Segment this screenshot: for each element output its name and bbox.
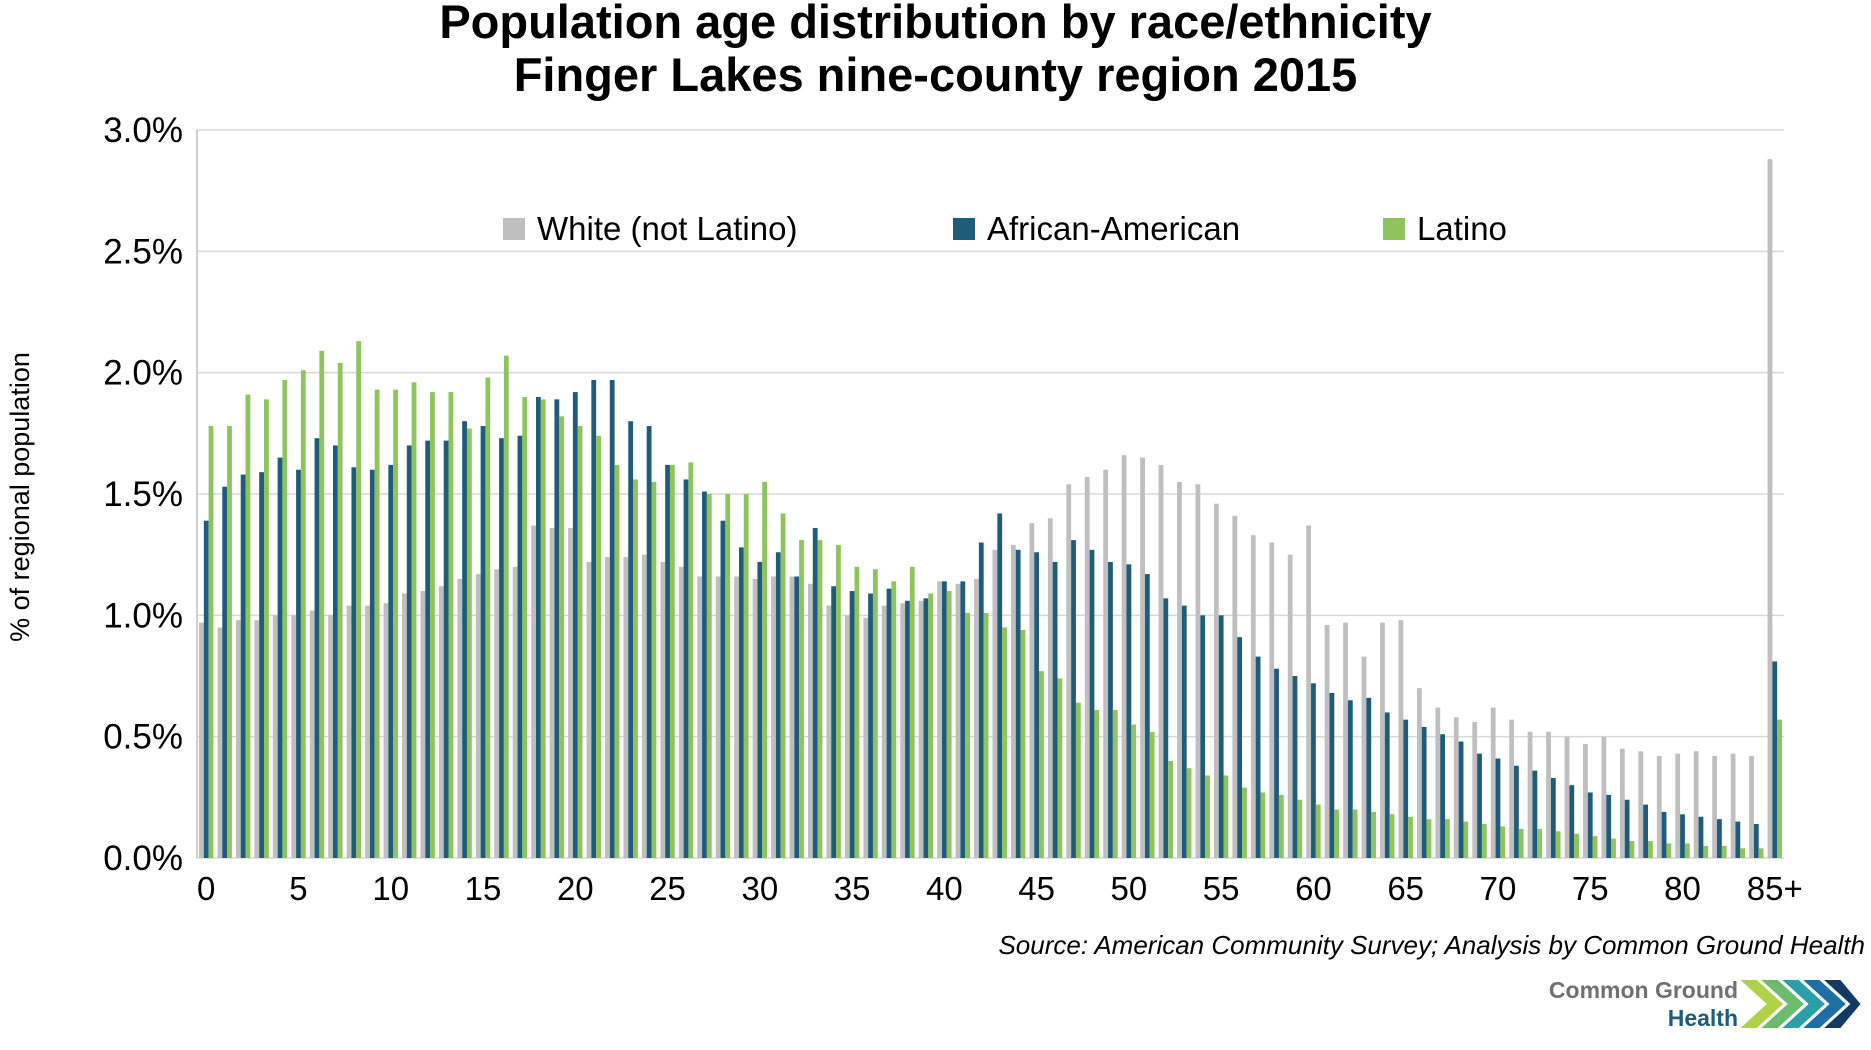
svg-text:10: 10 (372, 870, 409, 907)
svg-text:75: 75 (1572, 870, 1609, 907)
svg-text:20: 20 (557, 870, 594, 907)
svg-text:5: 5 (289, 870, 307, 907)
svg-text:2.0%: 2.0% (103, 354, 183, 393)
svg-text:50: 50 (1111, 870, 1148, 907)
svg-text:45: 45 (1018, 870, 1055, 907)
svg-text:35: 35 (834, 870, 871, 907)
svg-text:15: 15 (465, 870, 502, 907)
svg-text:1.5%: 1.5% (103, 475, 183, 514)
svg-text:0.5%: 0.5% (103, 718, 183, 757)
svg-text:55: 55 (1203, 870, 1240, 907)
svg-text:40: 40 (926, 870, 963, 907)
svg-text:1.0%: 1.0% (103, 596, 183, 635)
svg-text:65: 65 (1387, 870, 1424, 907)
svg-text:25: 25 (649, 870, 686, 907)
svg-text:30: 30 (741, 870, 778, 907)
svg-text:2.5%: 2.5% (103, 232, 183, 271)
svg-text:0: 0 (197, 870, 215, 907)
svg-text:60: 60 (1295, 870, 1332, 907)
svg-text:0.0%: 0.0% (103, 839, 183, 878)
svg-text:70: 70 (1480, 870, 1517, 907)
svg-text:85+: 85+ (1747, 870, 1803, 907)
svg-text:3.0%: 3.0% (103, 111, 183, 150)
svg-text:80: 80 (1664, 870, 1701, 907)
